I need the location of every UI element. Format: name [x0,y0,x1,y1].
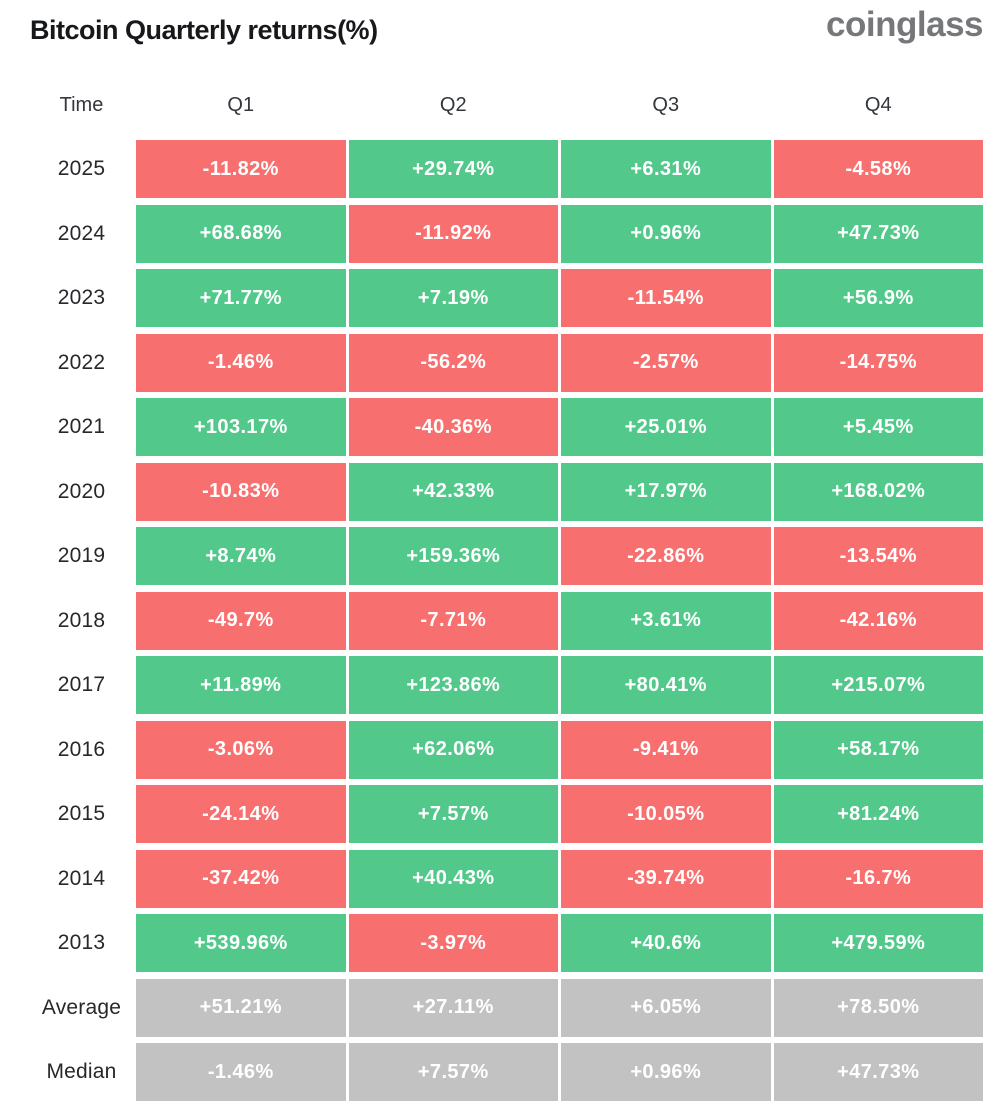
return-cell-2021-q3: +25.01% [561,398,771,456]
return-cell-2016-q3: -9.41% [561,720,771,779]
return-cell-2023-q3: -11.54% [561,269,771,327]
return-cell-2017-q3: +80.41% [561,656,771,714]
return-cell-2024-q3: +0.96% [561,204,771,263]
return-cell-2014-q1: -37.42% [136,849,346,908]
return-cell-2024-q4: +47.73% [773,204,983,263]
return-cell-2016-q4: +58.17% [773,720,983,779]
row-label: 2021 [57,415,106,438]
return-cell-average-q3: +6.05% [561,978,771,1037]
return-cell-2022-q2: -56.2% [348,333,558,392]
column-header-q3: Q3 [652,94,680,116]
row-label: 2020 [57,479,106,503]
column-header-q1: Q1 [227,94,255,116]
return-cell-2018-q2: -7.71% [348,591,558,650]
return-cell-median-q2: +7.57% [348,1043,558,1101]
return-cell-median-q4: +47.73% [773,1043,983,1101]
row-label: 2025 [57,157,106,180]
return-cell-2022-q4: -14.75% [773,333,983,392]
return-cell-2019-q1: +8.74% [136,527,346,585]
return-cell-2021-q1: +103.17% [136,398,346,456]
column-header-q4: Q4 [864,94,892,116]
return-cell-2013-q1: +539.96% [136,914,346,972]
return-cell-2015-q1: -24.14% [136,785,346,843]
coinglass-logo: coinglass [826,5,983,44]
row-label: 2023 [57,286,106,309]
return-cell-2018-q3: +3.61% [561,591,771,650]
return-cell-2017-q2: +123.86% [348,656,558,714]
row-label: 2014 [57,866,106,890]
return-cell-2021-q4: +5.45% [773,398,983,456]
return-cell-2023-q4: +56.9% [773,269,983,327]
return-cell-2020-q1: -10.83% [136,462,346,521]
return-cell-average-q4: +78.50% [773,978,983,1037]
return-cell-2014-q2: +40.43% [348,849,558,908]
page-title: Bitcoin Quarterly returns(%) [30,15,378,45]
return-cell-2015-q4: +81.24% [773,785,983,843]
return-cell-2025-q1: -11.82% [136,140,346,198]
return-cell-2023-q1: +71.77% [136,269,346,327]
column-header-time: Time [59,94,104,116]
row-label: 2022 [57,350,106,374]
return-cell-average-q1: +51.21% [136,978,346,1037]
table-header-row: Time Q1 Q2 Q3 Q4 [30,92,983,118]
return-cell-2016-q2: +62.06% [348,720,558,779]
return-cell-2020-q3: +17.97% [561,462,771,521]
return-cell-2022-q1: -1.46% [136,333,346,392]
return-cell-2024-q1: +68.68% [136,204,346,263]
return-cell-2022-q3: -2.57% [561,333,771,392]
row-label: 2017 [57,673,106,696]
return-cell-2018-q1: -49.7% [136,591,346,650]
row-label: Average [41,995,122,1019]
return-cell-2015-q2: +7.57% [348,785,558,843]
return-cell-2021-q2: -40.36% [348,398,558,456]
return-cell-2014-q3: -39.74% [561,849,771,908]
return-cell-2015-q3: -10.05% [561,785,771,843]
return-cell-2018-q4: -42.16% [773,591,983,650]
row-label: Median [46,1060,117,1083]
return-cell-2020-q2: +42.33% [348,462,558,521]
return-cell-2019-q2: +159.36% [348,527,558,585]
column-header-q2: Q2 [439,94,467,116]
return-cell-2025-q4: -4.58% [773,140,983,198]
return-cell-median-q1: -1.46% [136,1043,346,1101]
return-cell-2019-q3: -22.86% [561,527,771,585]
row-label: 2013 [57,931,106,954]
row-label: 2016 [57,737,106,761]
return-cell-2013-q4: +479.59% [773,914,983,972]
return-cell-median-q3: +0.96% [561,1043,771,1101]
return-cell-2016-q1: -3.06% [136,720,346,779]
return-cell-2025-q3: +6.31% [561,140,771,198]
return-cell-2014-q4: -16.7% [773,849,983,908]
return-cell-2023-q2: +7.19% [348,269,558,327]
return-cell-2024-q2: -11.92% [348,204,558,263]
row-label: 2018 [57,608,106,632]
return-cell-2020-q4: +168.02% [773,462,983,521]
return-cell-2013-q2: -3.97% [348,914,558,972]
row-label: 2015 [57,802,106,825]
return-cell-2019-q4: -13.54% [773,527,983,585]
row-label: 2024 [57,221,106,245]
topbar: Bitcoin Quarterly returns(%) coinglass [30,5,983,60]
return-cell-2025-q2: +29.74% [348,140,558,198]
return-cell-2017-q1: +11.89% [136,656,346,714]
return-cell-average-q2: +27.11% [348,978,558,1037]
return-cell-2017-q4: +215.07% [773,656,983,714]
returns-table: 2025 -11.82% +29.74% +6.31% -4.58% 2024 +68.68… [30,140,983,1101]
return-cell-2013-q3: +40.6% [561,914,771,972]
row-label: 2019 [57,544,106,567]
